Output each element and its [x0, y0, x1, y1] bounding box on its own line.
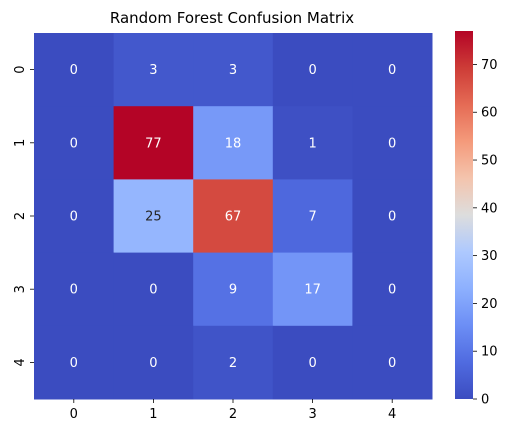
heatmap-cell — [352, 179, 433, 254]
y-tick-label: 2 — [13, 212, 28, 220]
chart-title: Random Forest Confusion Matrix — [110, 9, 354, 27]
colorbar-tick-label: 70 — [481, 58, 498, 73]
cell-value-label: 0 — [149, 283, 157, 298]
cell-value-label: 0 — [388, 210, 396, 225]
x-tick-label: 4 — [388, 407, 396, 422]
colorbar-gradient — [455, 31, 473, 399]
heatmap-cell — [352, 33, 433, 107]
colorbar-tick-label: 60 — [481, 106, 498, 121]
cell-value-label: 3 — [229, 63, 237, 78]
x-axis: 0 1 2 3 4 — [70, 399, 396, 422]
y-tick-label: 3 — [13, 285, 28, 293]
cell-value-label: 0 — [70, 283, 78, 298]
colorbar-tick-label: 30 — [481, 249, 498, 264]
cell-value-label: 67 — [225, 210, 242, 225]
heatmap-cell — [34, 252, 115, 327]
heatmap-cell — [193, 106, 274, 180]
heatmap-cell — [193, 33, 274, 107]
heatmap-cell — [272, 33, 353, 107]
colorbar-ticks: 0 10 20 30 40 50 60 70 — [473, 58, 498, 408]
cell-value-label: 3 — [149, 63, 157, 78]
x-tick-label: 2 — [229, 407, 237, 422]
cell-value-label: 0 — [70, 63, 78, 78]
cell-value-label: 0 — [70, 356, 78, 371]
heatmap-cell — [352, 252, 433, 327]
heatmap-cell — [113, 33, 194, 107]
colorbar-tick-label: 50 — [481, 154, 498, 169]
heatmap-cell — [272, 106, 353, 180]
cell-value-label: 0 — [70, 210, 78, 225]
cell-value-label: 17 — [304, 283, 321, 298]
cell-annotations: 0 3 3 0 0 0 77 18 1 0 0 25 67 7 0 0 0 9 17 0 0 0 2 0 0 — [70, 63, 397, 371]
heatmap-cell — [272, 325, 353, 400]
y-axis: 0 1 2 3 4 — [13, 65, 34, 367]
cell-value-label: 2 — [229, 356, 237, 371]
cell-value-label: 0 — [149, 356, 157, 371]
cell-value-label: 1 — [308, 136, 316, 151]
colorbar-tick-label: 20 — [481, 297, 498, 312]
cell-value-label: 77 — [145, 136, 162, 151]
heatmap-cell — [352, 325, 433, 400]
cell-value-label: 18 — [225, 136, 242, 151]
x-tick-label: 1 — [149, 407, 157, 422]
heatmap-cell — [34, 106, 115, 180]
heatmap-cell — [272, 252, 353, 327]
heatmap-cell — [34, 325, 115, 400]
colorbar-tick-label: 40 — [481, 201, 498, 216]
cell-value-label: 7 — [308, 210, 316, 225]
heatmap-cells — [34, 33, 433, 400]
heatmap-cell — [34, 179, 115, 254]
cell-value-label: 0 — [388, 283, 396, 298]
heatmap-cell — [193, 252, 274, 327]
colorbar-tick-label: 10 — [481, 345, 498, 360]
y-tick-label: 1 — [13, 139, 28, 147]
cell-value-label: 0 — [308, 356, 316, 371]
heatmap-cell — [113, 179, 194, 254]
cell-value-label: 9 — [229, 283, 237, 298]
cell-value-label: 0 — [70, 136, 78, 151]
colorbar: 0 10 20 30 40 50 60 70 — [455, 31, 498, 408]
heatmap-cell — [113, 252, 194, 327]
heatmap-cell — [34, 33, 115, 107]
y-tick-label: 0 — [13, 65, 28, 73]
cell-value-label: 0 — [308, 63, 316, 78]
cell-value-label: 0 — [388, 356, 396, 371]
heatmap-cell — [113, 106, 194, 180]
heatmap-cell — [352, 106, 433, 180]
cell-value-label: 25 — [145, 210, 162, 225]
y-tick-label: 4 — [13, 358, 28, 366]
cell-value-label: 0 — [388, 136, 396, 151]
x-tick-label: 0 — [70, 407, 78, 422]
heatmap-cell — [193, 325, 274, 400]
heatmap-cell — [193, 179, 274, 254]
colorbar-tick-label: 0 — [481, 393, 489, 408]
x-tick-label: 3 — [308, 407, 316, 422]
heatmap-cell — [272, 179, 353, 254]
cell-value-label: 0 — [388, 63, 396, 78]
heatmap-cell — [113, 325, 194, 400]
